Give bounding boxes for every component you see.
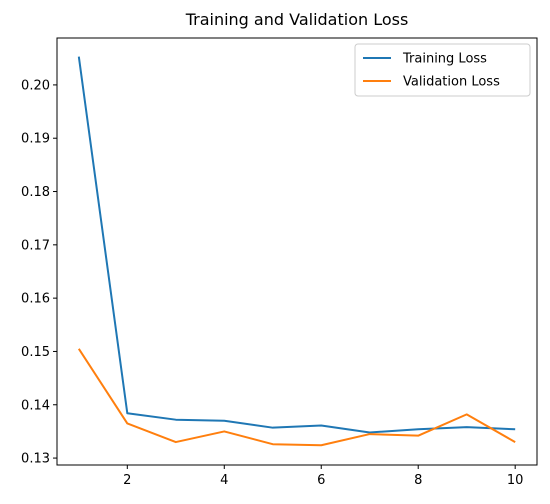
legend-label-validation-loss: Validation Loss (403, 75, 500, 90)
y-tick-label: 0.20 (21, 78, 50, 93)
series-line-validation-loss (77, 348, 516, 447)
series-line-training-loss (77, 56, 516, 434)
legend-label-training-loss: Training Loss (402, 52, 487, 67)
y-tick-label: 0.16 (21, 292, 50, 307)
x-tick-label: 8 (414, 473, 422, 488)
y-tick-label: 0.13 (21, 452, 50, 467)
legend-box (354, 43, 531, 97)
y-tick-label: 0.18 (21, 185, 50, 200)
x-axis: 2 4 6 8 10 (123, 465, 523, 488)
x-tick-label: 10 (507, 473, 524, 488)
legend: Training Loss Validation Loss (354, 43, 531, 97)
y-axis: 0.13 0.14 0.15 0.16 0.17 0.18 0.19 0.20 (21, 78, 57, 467)
x-tick-label: 2 (123, 473, 131, 488)
chart-title: Training and Validation Loss (185, 10, 409, 29)
y-tick-label: 0.19 (21, 132, 50, 147)
series-lines (77, 56, 516, 447)
y-tick-label: 0.17 (21, 238, 50, 253)
x-tick-label: 4 (220, 473, 228, 488)
x-tick-label: 6 (317, 473, 325, 488)
plot-area (56, 37, 538, 466)
y-tick-label: 0.14 (21, 398, 50, 413)
y-tick-label: 0.15 (21, 345, 50, 360)
